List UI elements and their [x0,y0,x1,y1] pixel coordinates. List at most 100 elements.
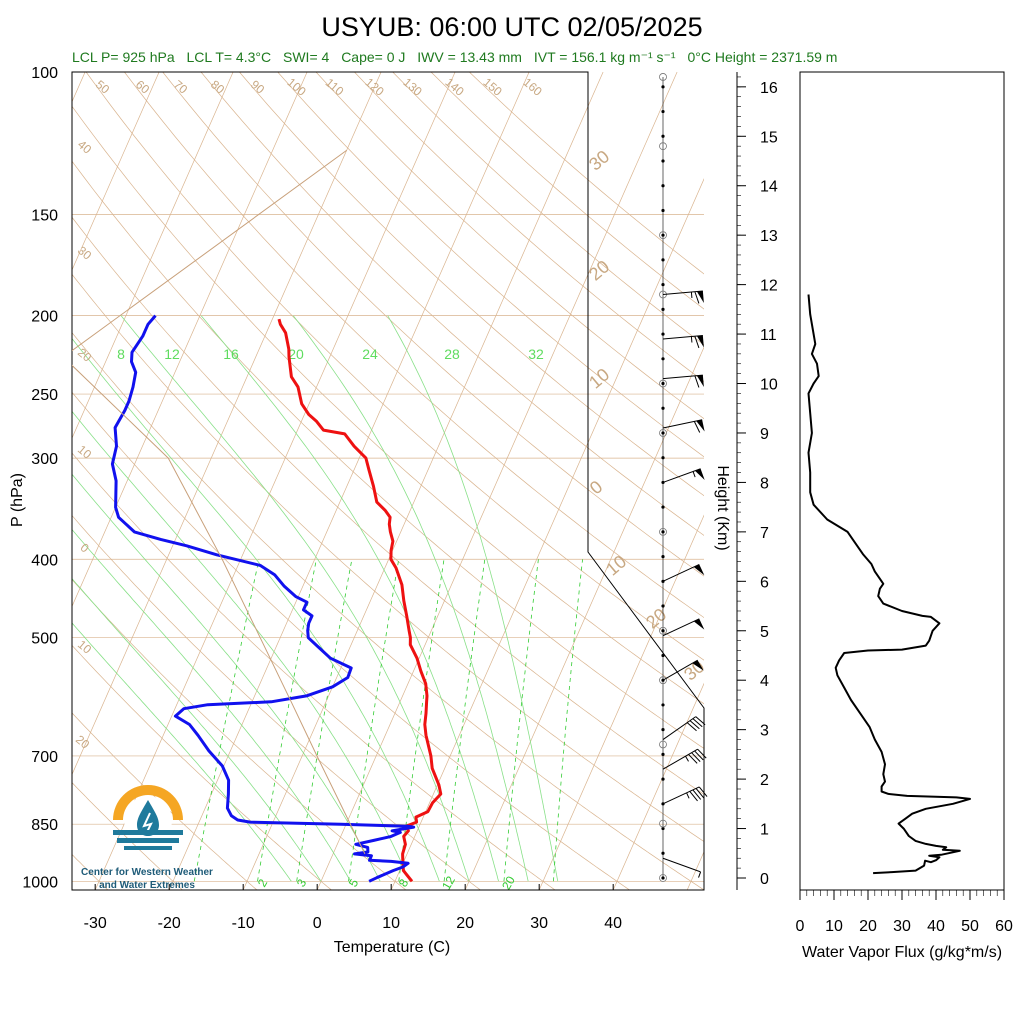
isotherm-label: 30 [585,146,613,174]
wind-barb-shaft [662,659,698,681]
y-tick-label: 200 [31,309,58,326]
wind-barb-shaft [662,335,703,340]
skewt-profiles [72,149,443,883]
wind-barb-half-flag [698,871,702,878]
dry-adiabat-line [469,72,704,275]
dry-adiabat-label: 160 [520,75,545,99]
dry-adiabat-line [72,782,183,890]
wind-barb-flag [694,336,700,349]
wind-barb [662,563,705,582]
flux-profile [807,294,971,875]
height-tick-label: 7 [760,525,769,542]
stat-zero-height: 0°C Height = 2371.59 m [687,49,837,65]
mixing-ratio-label: 5 [346,876,362,889]
barb-level-dot [661,703,665,707]
barb-level-dot [661,876,665,880]
isotherm-line [168,72,530,890]
dry-adiabat-label: 130 [400,75,425,99]
isotherm-line [316,72,678,890]
wind-barb-shaft [662,618,700,637]
barb-level-dot [661,456,665,460]
barb-level-dot [661,159,665,163]
wind-barb-half-flag [686,792,690,799]
height-tick-label: 2 [760,772,769,789]
moist-adiabat-line [72,337,440,882]
wind-barb [662,618,705,637]
dry-adiabat-line [72,105,704,705]
flux-y-axis-label: Height (Km) [714,465,731,550]
stat-cape: Cape= 0 J [341,49,405,65]
mixing-ratio-line [443,559,486,882]
parcel-line [72,149,366,855]
wind-barb [662,374,704,388]
logo-emblem [113,785,183,850]
dry-adiabat-line [72,644,332,890]
cw3e-logo: Center for Western Weather and Water Ext… [81,785,213,891]
moist-adiabat-label: 20 [288,346,304,362]
dry-adiabat-label: 40 [75,137,94,157]
wind-barb-shaft [662,290,703,296]
height-tick-label: 6 [760,574,769,591]
wind-barb-flag [694,375,700,388]
mixing-ratio-label: 20 [499,873,518,892]
dry-adiabat-line [354,72,704,382]
wind-barb [662,419,705,433]
x-tick-label: 0 [313,915,322,932]
wind-barb-pennant [693,618,705,630]
wind-barb-flag [692,789,702,800]
dry-adiabat-line [200,72,704,536]
barb-level-dot [661,505,665,509]
logo-drop-swirl [142,812,153,835]
height-tick-label: 1 [760,822,769,839]
stat-iwv: IWV = 13.43 mm [417,49,522,65]
isotherm-line [94,72,456,890]
height-tick-label: 12 [760,278,778,295]
barb-level-dot [661,85,665,89]
wind-barb-flag [695,788,705,799]
dry-adiabat-label: 0 [78,540,92,555]
barb-level-dot [661,208,665,213]
dry-adiabat-line [72,452,556,890]
barb-level-dot [661,184,665,188]
isotherm-label: 20 [642,604,670,632]
logo-water-band-1 [113,830,183,835]
dry-adiabat-line [315,72,704,420]
logo-water-band-3 [124,846,172,850]
skewt-line-labels: 50 60 70 80 90 100 110 120 130 140 150 160403020100… [73,75,708,892]
moist-adiabat-label: 24 [362,346,378,362]
isotherm-line [242,72,604,890]
mixing-ratio-line [553,559,583,882]
dry-adiabat-line [72,216,704,795]
dry-adiabat-line [72,712,258,890]
wind-barb [662,659,704,681]
wind-barb [662,786,708,805]
moist-adiabat-line [387,315,559,882]
logo-text-line1: Center for Western Weather [81,867,213,878]
x-axis-label: Temperature (C) [334,939,450,956]
wind-barb-half-flag [690,336,693,343]
isotherm-label: 30 [680,656,708,684]
barb-calm-circle [659,819,667,828]
dry-adiabat-label: 140 [442,75,467,99]
moist-adiabat-label: 32 [528,346,544,362]
height-tick-label: 11 [760,327,777,344]
barb-calm-circle [659,740,667,749]
barb-calm-circle [659,429,667,437]
height-tick-label: 9 [760,426,769,443]
height-tick-label: 15 [760,129,778,146]
barb-level-dot [661,283,665,287]
flux-x-tick-label: 50 [961,918,979,935]
wind-barb-pennant [696,419,705,432]
height-tick-label: 16 [760,80,778,97]
temperature-line [277,318,443,883]
flux-x-tick-label: 60 [995,918,1013,935]
wind-barb-pennant [696,335,704,348]
wind-barb [662,748,707,770]
wind-barb-shaft [662,468,701,483]
y-tick-label: 850 [31,817,58,834]
flux-x-tick-label: 0 [796,918,805,935]
wind-barb-shaft [662,716,697,740]
wind-barb-pennant [694,468,705,481]
moist-adiabat-label: 8 [117,346,125,362]
